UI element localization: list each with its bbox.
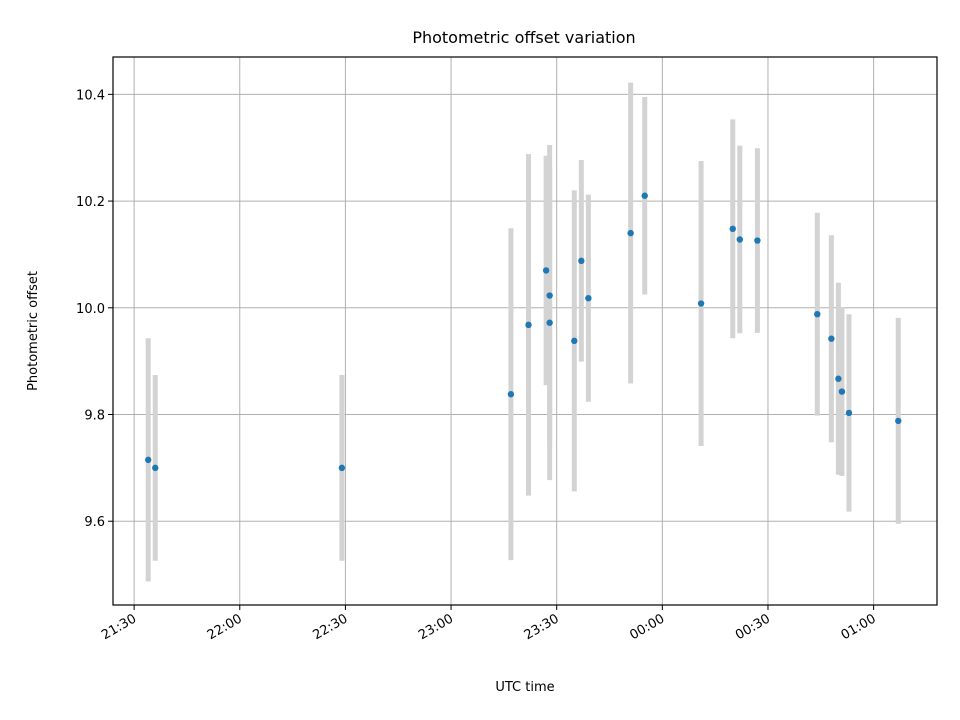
y-tick-label: 10.2 [76, 195, 105, 210]
grid [113, 57, 937, 605]
data-point [845, 409, 853, 417]
y-tick-label: 10.4 [76, 88, 105, 103]
y-tick-label: 9.6 [84, 515, 105, 530]
y-axis-label: Photometric offset [26, 271, 41, 391]
data-point [578, 257, 585, 265]
data-point [507, 391, 515, 398]
chart-title: Photometric offset variation [412, 28, 635, 47]
x-axis-label: UTC time [495, 680, 554, 695]
data-point [525, 321, 532, 329]
data-point [627, 229, 634, 237]
data-point [145, 456, 152, 464]
data-point [754, 237, 761, 244]
data-point [571, 337, 578, 345]
data-point [546, 319, 553, 326]
data-point [814, 310, 821, 318]
data-point [585, 294, 592, 302]
data-point [736, 236, 744, 243]
data-point [729, 225, 736, 233]
data-points [145, 192, 902, 472]
y-tick-label: 10.0 [76, 302, 105, 317]
plot-frame [112, 56, 938, 606]
data-point [835, 375, 842, 382]
data-point [641, 192, 648, 199]
data-point [338, 464, 346, 472]
data-point [152, 464, 159, 472]
data-point [546, 292, 553, 299]
data-point [838, 388, 846, 395]
data-point [697, 300, 705, 307]
data-point [895, 417, 902, 425]
y-tick-label: 9.8 [84, 409, 105, 424]
data-point [542, 267, 550, 274]
data-point [828, 335, 835, 342]
